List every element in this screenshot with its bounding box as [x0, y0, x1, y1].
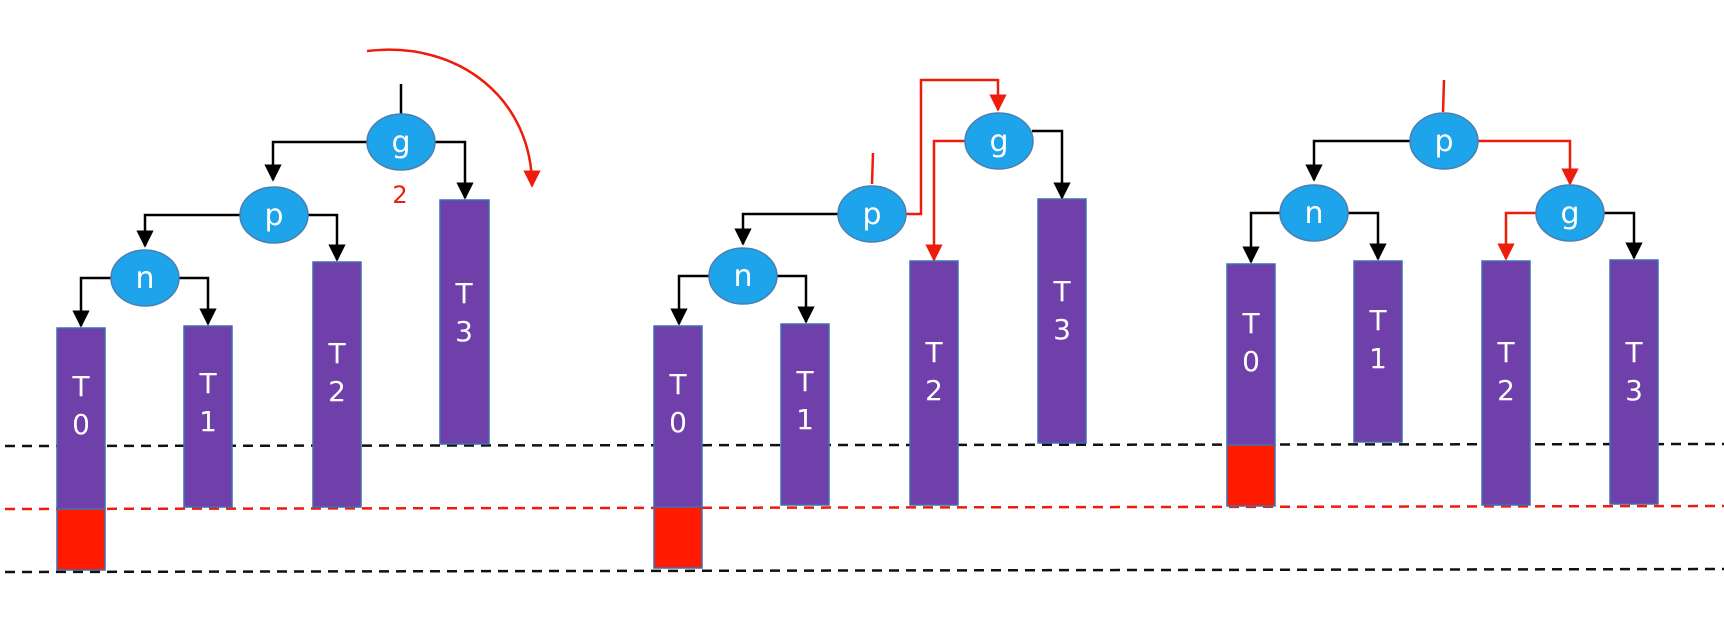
level-line-middle-red	[4, 504, 1724, 511]
node-n	[1279, 184, 1349, 242]
subtree-t0	[653, 325, 703, 508]
overflow-block	[56, 508, 106, 571]
subtree-t3	[439, 199, 490, 445]
subtree-t3	[1609, 259, 1659, 505]
subtree-t2	[909, 260, 959, 506]
node-p-label: p	[862, 197, 881, 232]
edge-n-to-t1	[1347, 211, 1387, 261]
panel2-parent-link	[870, 152, 875, 185]
node-g	[964, 112, 1034, 170]
node-g-label: g	[1560, 196, 1579, 231]
node-n-label: n	[1304, 196, 1323, 231]
edge-n-to-t0	[1242, 211, 1281, 264]
edge-n-to-t1	[178, 276, 217, 326]
clockwise-rotation-arrow-icon	[366, 48, 541, 188]
edge-g-to-p	[264, 140, 367, 182]
edge-p-to-n	[1305, 139, 1410, 182]
node-g	[1535, 184, 1605, 242]
level-line-upper	[4, 442, 1724, 448]
edge-g-to-t2	[925, 139, 966, 262]
edge-g-to-t3	[1603, 211, 1643, 260]
panel2-edges	[670, 78, 1071, 326]
node-p-label: p	[264, 198, 283, 233]
edge-g-to-t3	[1032, 129, 1071, 200]
node-p	[1409, 112, 1479, 170]
node-n	[708, 247, 778, 305]
node-p	[837, 185, 907, 243]
edge-p-to-g	[906, 78, 1007, 216]
subtree-t2	[1481, 260, 1531, 506]
node-n-label: n	[733, 259, 752, 294]
subtree-t2	[312, 261, 362, 508]
edge-p-to-t2	[308, 213, 346, 262]
node-g-label: g	[989, 124, 1008, 159]
edge-n-to-t1	[776, 274, 815, 324]
balance-factor: 2	[392, 181, 407, 209]
subtree-t3	[1037, 198, 1087, 444]
level-line-lower	[4, 567, 1724, 574]
overflow-block	[653, 506, 703, 569]
subtree-t1	[183, 325, 233, 508]
subtree-t0	[56, 327, 106, 510]
node-g	[366, 113, 436, 171]
subtree-t1	[780, 323, 830, 506]
edge-p-to-g	[1478, 139, 1579, 186]
overflow-block	[1226, 444, 1276, 507]
subtree-t1	[1353, 260, 1403, 443]
edge-n-to-t0	[72, 276, 112, 328]
edge-n-to-t0	[670, 274, 710, 326]
subtree-t0	[1226, 263, 1276, 446]
edge-p-to-n	[136, 213, 240, 248]
edge-g-to-t2	[1497, 211, 1537, 261]
node-p-label: p	[1434, 124, 1453, 159]
panel3-parent-link	[1441, 79, 1446, 113]
node-p	[239, 186, 309, 244]
node-n-label: n	[135, 261, 154, 296]
edge-p-to-n	[734, 212, 838, 246]
panel3-edges	[1242, 79, 1643, 264]
height-levels	[4, 442, 1724, 574]
node-g-label: g	[391, 125, 410, 160]
node-n	[110, 249, 180, 307]
panel1-edges	[72, 84, 474, 328]
edge-g-to-t3	[435, 140, 474, 200]
